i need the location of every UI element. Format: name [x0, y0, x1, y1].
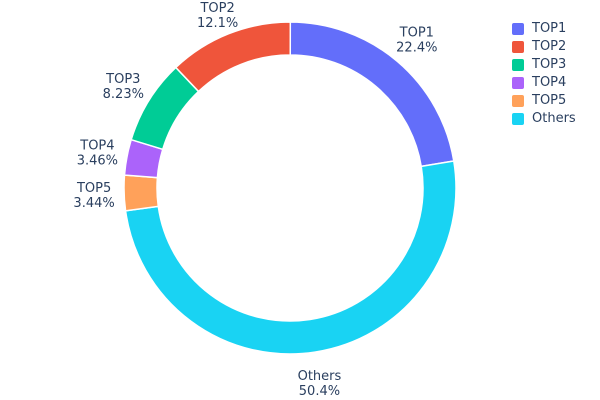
- slice-others[interactable]: [124, 160, 457, 355]
- legend-swatch-others: [512, 112, 524, 125]
- slice-label-others: Others 50.4%: [298, 369, 342, 399]
- slice-top5[interactable]: [123, 174, 160, 212]
- legend-item-top1[interactable]: TOP1: [512, 22, 576, 35]
- legend-label-top4: TOP4: [532, 75, 567, 90]
- slice-label-top5: TOP5 3.44%: [73, 181, 114, 211]
- slice-label-top3: TOP3 8.23%: [103, 72, 144, 102]
- slice-top2[interactable]: [174, 21, 292, 93]
- legend-label-top2: TOP2: [532, 39, 567, 54]
- legend-swatch-top5: [512, 94, 524, 107]
- legend-item-top2[interactable]: TOP2: [512, 40, 576, 53]
- slice-label-top4: TOP4 3.46%: [77, 139, 118, 169]
- slice-label-top2: TOP2 12.1%: [197, 1, 238, 31]
- chart-legend: TOP1 TOP2 TOP3 TOP4 TOP5 Others: [512, 22, 576, 125]
- legend-swatch-top2: [512, 40, 524, 53]
- slice-label-top1: TOP1 22.4%: [396, 26, 437, 56]
- legend-swatch-top3: [512, 58, 524, 71]
- legend-item-top3[interactable]: TOP3: [512, 58, 576, 71]
- legend-label-top1: TOP1: [532, 21, 567, 36]
- legend-item-others[interactable]: Others: [512, 112, 576, 125]
- legend-item-top4[interactable]: TOP4: [512, 76, 576, 89]
- legend-label-top5: TOP5: [532, 93, 567, 108]
- legend-label-top3: TOP3: [532, 57, 567, 72]
- legend-item-top5[interactable]: TOP5: [512, 94, 576, 107]
- legend-label-others: Others: [532, 111, 576, 126]
- legend-swatch-top1: [512, 22, 524, 35]
- legend-swatch-top4: [512, 76, 524, 89]
